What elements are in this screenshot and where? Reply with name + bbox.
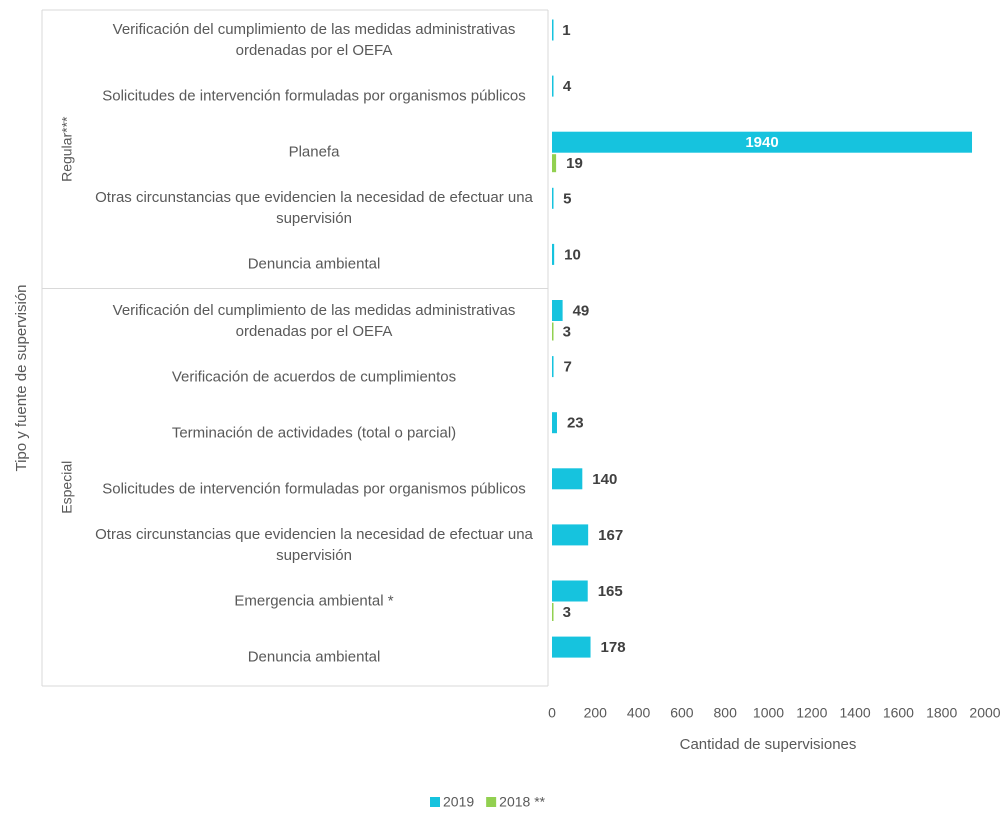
x-tick-label: 1600 (883, 705, 914, 721)
value-label: 167 (598, 527, 623, 544)
x-tick-label: 1000 (753, 705, 784, 721)
value-label: 10 (564, 246, 581, 263)
value-label: 7 (564, 359, 572, 376)
category-label: Otras circunstancias que evidencien la n… (95, 189, 533, 228)
y-axis-title: Tipo y fuente de supervisión (13, 284, 30, 471)
value-label: 23 (567, 415, 584, 432)
bar (552, 19, 554, 41)
group-label: Regular*** (59, 116, 75, 182)
value-label: 1 (562, 22, 570, 39)
x-axis-title: Cantidad de supervisiones (680, 736, 857, 753)
x-tick-label: 2000 (969, 705, 1000, 721)
bar (552, 412, 557, 434)
value-label: 178 (601, 639, 626, 656)
bar (552, 75, 554, 97)
x-tick-label: 600 (670, 705, 694, 721)
category-label: Otras circunstancias que evidencien la n… (95, 525, 533, 564)
bar (552, 636, 591, 658)
bar (552, 524, 589, 546)
category-label: Verificación del cumplimiento de las med… (112, 21, 516, 59)
value-label: 19 (566, 155, 583, 172)
category-label: Terminación de actividades (total o parc… (171, 424, 457, 442)
category-label: Solicitudes de intervención formuladas p… (102, 480, 526, 498)
x-tick-label: 800 (714, 705, 738, 721)
bar (552, 187, 554, 209)
bar (552, 322, 554, 341)
category-label: Verificación del cumplimiento de las med… (112, 301, 516, 340)
value-label: 165 (598, 583, 623, 600)
category-label: Solicitudes de intervención formuladas p… (102, 87, 526, 105)
value-label: 5 (563, 190, 571, 207)
bar (552, 356, 554, 378)
x-tick-label: 200 (584, 705, 608, 721)
category-label: Planefa (288, 143, 340, 161)
x-tick-label: 0 (548, 705, 556, 721)
legend-swatch (486, 797, 497, 807)
legend-swatch (430, 797, 440, 807)
category-label: Denuncia ambiental (247, 255, 381, 273)
group-label: Especial (59, 461, 75, 514)
value-label: 1940 (745, 134, 778, 151)
x-tick-label: 1800 (926, 705, 957, 721)
category-label: Denuncia ambiental (247, 648, 381, 666)
bar (552, 300, 563, 321)
value-label: 4 (563, 78, 572, 95)
category-label: Emergencia ambiental * (234, 592, 394, 610)
x-tick-label: 1200 (796, 705, 827, 721)
value-label: 49 (573, 302, 590, 319)
bar (552, 154, 557, 173)
x-tick-label: 1400 (840, 705, 871, 721)
value-label: 140 (592, 471, 617, 488)
x-tick-label: 400 (627, 705, 651, 721)
bar (552, 468, 583, 490)
legend-label: 2019 (443, 794, 474, 810)
legend-label: 2018 ** (499, 794, 545, 810)
bar (552, 131, 973, 153)
value-label: 3 (563, 323, 571, 340)
bar (552, 580, 588, 602)
value-label: 3 (563, 604, 571, 621)
bar (552, 243, 555, 265)
bar (552, 603, 554, 621)
category-label: Verificación de acuerdos de cumplimiento… (171, 368, 457, 386)
